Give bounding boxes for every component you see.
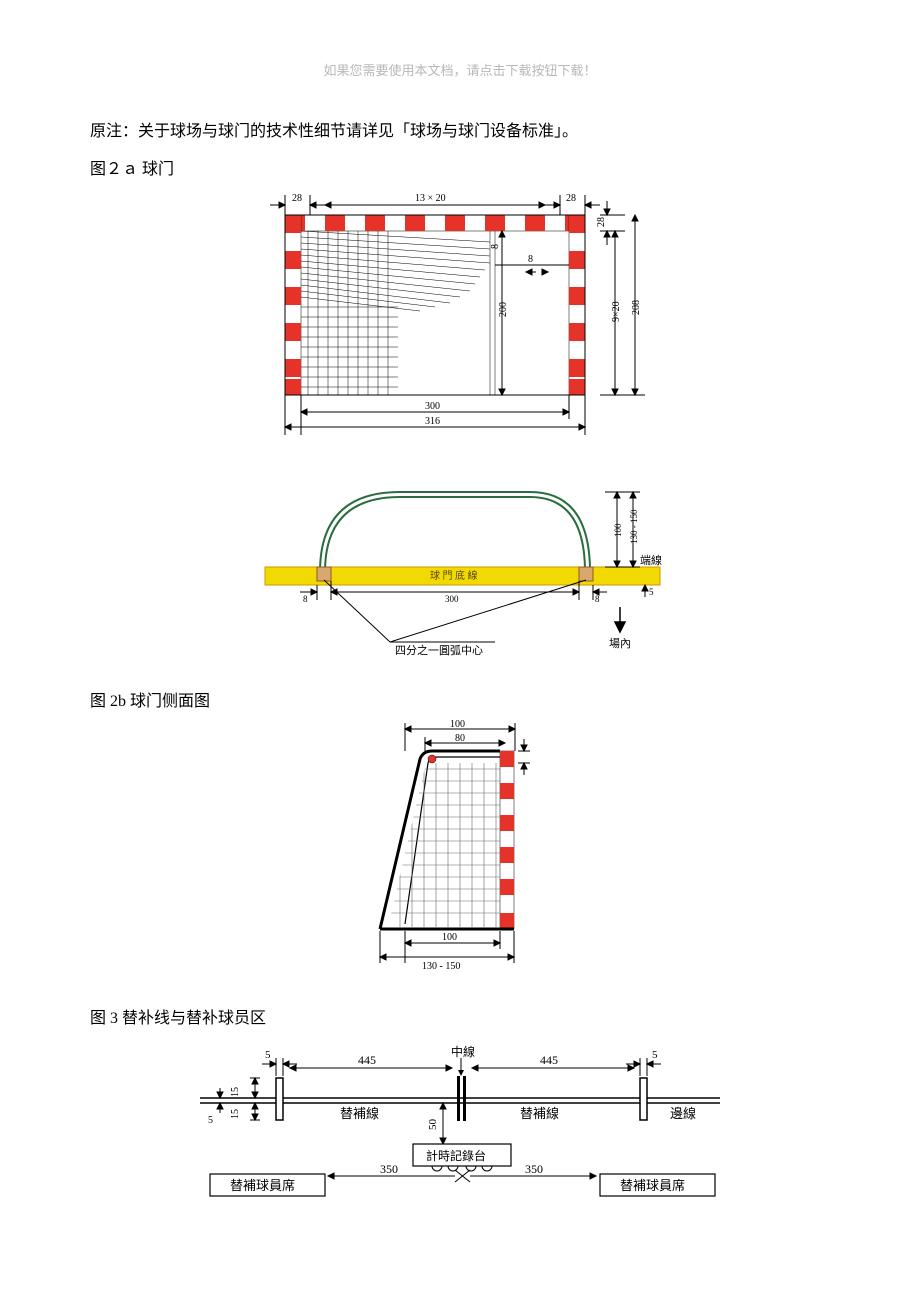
fig3: 中線 5 5 — [90, 1036, 830, 1216]
dim-300t: 300 — [445, 594, 459, 604]
header-note: 如果您需要使用本文档，请点击下载按钮下载！ — [90, 60, 830, 79]
bench-r: 替補球員席 — [620, 1178, 685, 1193]
intro-text: 原注：关于球场与球门的技术性细节请详见「球场与球门设备标准」。 — [90, 119, 830, 145]
dim-hrange: 130 - 150 — [629, 509, 639, 544]
dim-28r: 28 — [566, 193, 576, 204]
dim-9x20: 9×20 — [611, 301, 622, 322]
fig2b: 100 80 — [90, 719, 830, 984]
dim-28l: 28 — [292, 193, 302, 204]
dim-13x20: 13 × 20 — [415, 193, 446, 204]
dim-316: 316 — [425, 416, 440, 427]
dim-50: 50 — [427, 1118, 439, 1130]
dim-8r: 8 — [595, 594, 600, 604]
sideline: 邊線 — [670, 1106, 696, 1121]
dim-8l: 8 — [303, 594, 308, 604]
dim-208: 208 — [631, 300, 642, 315]
subline-r: 替補線 — [520, 1106, 559, 1121]
dim-350r: 350 — [525, 1162, 543, 1176]
dim-5b: 5 — [652, 1049, 658, 1061]
dim-8v: 8 — [490, 244, 501, 249]
dim-h100: 100 — [613, 523, 623, 537]
timer-label: 計時記錄台 — [426, 1148, 486, 1163]
dim-15b: 15 — [230, 1109, 241, 1119]
center-label: 中線 — [451, 1044, 475, 1059]
dim-445r: 445 — [540, 1053, 558, 1067]
quarter-arc-label: 四分之一圓弧中心 — [395, 643, 483, 657]
fig3-caption: 图 3 替补线与替补球员区 — [90, 1004, 830, 1028]
dim-350l: 350 — [380, 1162, 398, 1176]
dim-5line: 5 — [208, 1115, 213, 1126]
fig2a-caption: 图２ａ 球门 — [90, 155, 830, 179]
subline-l: 替補線 — [340, 1106, 379, 1121]
dim-top100: 100 — [450, 719, 465, 730]
goal-line-label: 球 門 底 線 — [430, 569, 478, 582]
bench-l: 替補球員席 — [230, 1178, 295, 1193]
fig2b-caption: 图 2b 球门侧面图 — [90, 687, 830, 711]
dim-top80: 80 — [455, 733, 465, 744]
dim-5r: 5 — [649, 587, 654, 597]
dim-5a: 5 — [265, 1049, 271, 1061]
dim-300: 300 — [425, 401, 440, 412]
dim-445l: 445 — [358, 1053, 376, 1067]
fig2a-top: 球 門 底 線 端線 100 130 - 150 5 — [90, 472, 830, 667]
dim-28rv: 28 — [596, 217, 607, 227]
dim-bot100: 100 — [442, 932, 457, 943]
dim-botrange: 130 - 150 — [422, 961, 460, 972]
fig2a: 28 13 × 20 28 — [90, 187, 830, 452]
dim-8h: 8 — [528, 254, 533, 265]
dim-200: 200 — [498, 302, 509, 317]
inside-label: 場內 — [609, 637, 631, 650]
end-line-label: 端線 — [640, 553, 662, 567]
dim-15a: 15 — [230, 1087, 241, 1097]
